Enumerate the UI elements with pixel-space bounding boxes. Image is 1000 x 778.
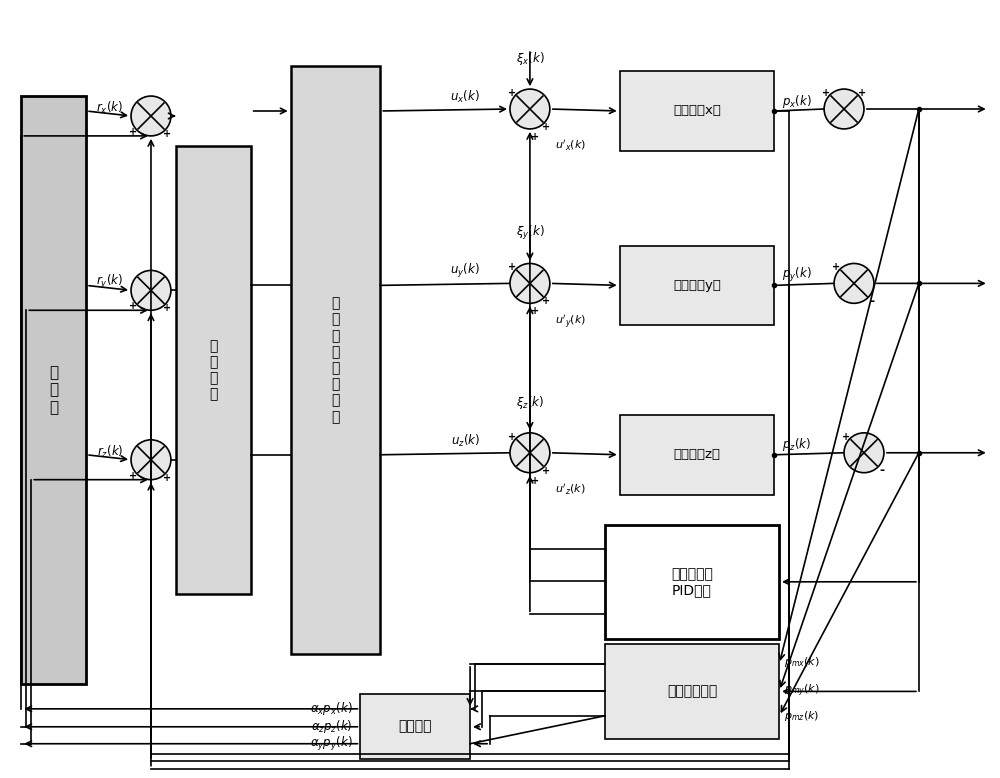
Text: +: + xyxy=(542,122,550,132)
Circle shape xyxy=(510,264,550,303)
Text: $r_z(k)$: $r_z(k)$ xyxy=(97,443,123,460)
Text: +: + xyxy=(542,466,550,475)
Text: $u_x(k)$: $u_x(k)$ xyxy=(450,89,480,105)
Circle shape xyxy=(844,433,884,473)
Text: $u'_z(k)$: $u'_z(k)$ xyxy=(555,482,586,497)
Text: 参
数
模
型
预
测
控
制: 参 数 模 型 预 测 控 制 xyxy=(331,296,340,424)
Text: +: + xyxy=(129,301,137,311)
Text: +: + xyxy=(508,432,516,442)
Text: $\xi_x(k)$: $\xi_x(k)$ xyxy=(516,50,544,67)
Text: $u'_y(k)$: $u'_y(k)$ xyxy=(555,314,586,331)
Bar xyxy=(176,145,251,594)
Bar xyxy=(620,71,774,151)
Text: $p_z(k)$: $p_z(k)$ xyxy=(782,436,811,454)
Text: $u'_x(k)$: $u'_x(k)$ xyxy=(555,139,586,153)
Text: 插
补
器: 插 补 器 xyxy=(49,365,58,415)
Text: +: + xyxy=(508,88,516,98)
Text: $p_{my}(k)$: $p_{my}(k)$ xyxy=(784,683,820,699)
Bar xyxy=(291,66,380,654)
Text: +: + xyxy=(531,475,539,485)
Circle shape xyxy=(834,264,874,303)
Text: +: + xyxy=(822,88,830,98)
Text: +: + xyxy=(842,432,850,442)
Circle shape xyxy=(131,271,171,310)
Text: 变论域模糊
PID控制: 变论域模糊 PID控制 xyxy=(671,566,713,597)
Text: $r_x(k)$: $r_x(k)$ xyxy=(96,100,123,116)
Circle shape xyxy=(131,96,171,136)
Text: +: + xyxy=(531,307,539,317)
Text: $p_y(k)$: $p_y(k)$ xyxy=(782,266,812,285)
Text: $\alpha_x p_x(k)$: $\alpha_x p_x(k)$ xyxy=(310,700,352,717)
Circle shape xyxy=(824,89,864,129)
Bar xyxy=(360,694,470,759)
Bar xyxy=(620,415,774,495)
Text: 柔化系数: 柔化系数 xyxy=(398,720,432,734)
Text: +: + xyxy=(508,262,516,272)
Text: $\xi_z(k)$: $\xi_z(k)$ xyxy=(516,394,544,411)
Circle shape xyxy=(131,440,171,480)
Bar xyxy=(605,524,779,639)
Text: $\xi_y(k)$: $\xi_y(k)$ xyxy=(516,223,544,241)
Text: +: + xyxy=(163,129,171,139)
Text: $r_y(k)$: $r_y(k)$ xyxy=(96,273,123,292)
Text: $p_{mx}(k)$: $p_{mx}(k)$ xyxy=(784,655,820,669)
Text: +: + xyxy=(163,303,171,314)
Bar xyxy=(605,644,779,739)
Bar xyxy=(620,246,774,325)
Text: +: + xyxy=(858,88,866,98)
Text: +: + xyxy=(129,127,137,137)
Text: +: + xyxy=(832,262,840,272)
Text: -: - xyxy=(879,464,884,477)
Text: +: + xyxy=(129,471,137,481)
Text: +: + xyxy=(531,132,539,142)
Text: $u_y(k)$: $u_y(k)$ xyxy=(450,262,480,280)
Bar xyxy=(21,96,86,684)
Text: +: + xyxy=(163,473,171,482)
Text: 被控对象x轴: 被控对象x轴 xyxy=(673,104,721,117)
Text: 被控对象y轴: 被控对象y轴 xyxy=(673,279,721,292)
Text: $u_z(k)$: $u_z(k)$ xyxy=(451,433,480,449)
Text: 被控对象z轴: 被控对象z轴 xyxy=(673,448,720,461)
Text: $\alpha_z p_z(k)$: $\alpha_z p_z(k)$ xyxy=(311,718,352,735)
Text: 平
滑
处
理: 平 滑 处 理 xyxy=(209,338,217,401)
Text: $p_x(k)$: $p_x(k)$ xyxy=(782,93,812,110)
Text: $p_{mz}(k)$: $p_{mz}(k)$ xyxy=(784,709,819,723)
Text: 参数预测模型: 参数预测模型 xyxy=(667,685,717,699)
Text: +: + xyxy=(542,296,550,307)
Text: -: - xyxy=(869,295,875,308)
Text: $\alpha_y p_y(k)$: $\alpha_y p_y(k)$ xyxy=(310,734,352,753)
Circle shape xyxy=(510,433,550,473)
Circle shape xyxy=(510,89,550,129)
